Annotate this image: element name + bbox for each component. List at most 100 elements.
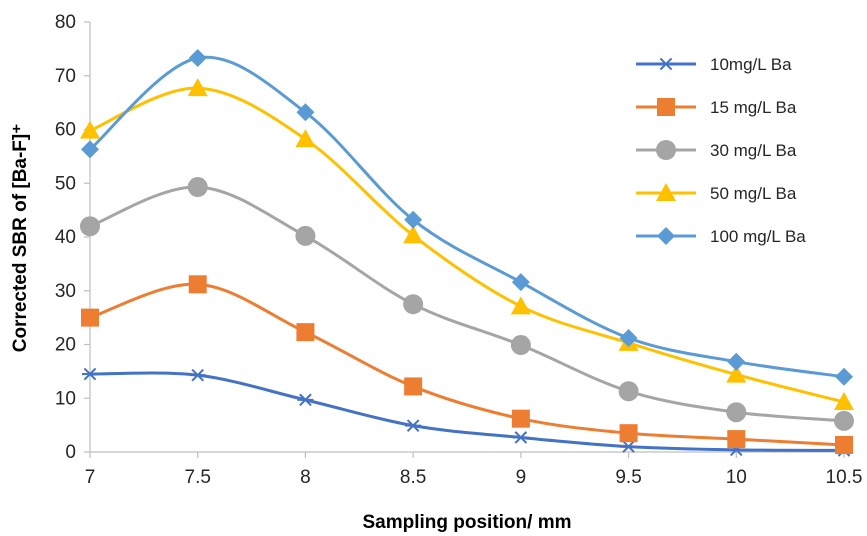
series-markers <box>80 49 854 457</box>
legend-marker <box>656 183 676 201</box>
data-point <box>834 410 854 431</box>
series-line-3 <box>88 185 846 423</box>
marker-stroke <box>406 419 420 432</box>
legend-label: 100 mg/L Ba <box>710 227 806 246</box>
series-lines <box>88 55 846 452</box>
marker-stroke <box>83 367 97 381</box>
y-tick-label: 70 <box>55 66 76 87</box>
y-tick-label: 30 <box>55 281 76 302</box>
marker-triangle <box>403 225 424 244</box>
legend-marker <box>656 140 676 160</box>
data-point <box>727 352 746 371</box>
data-point <box>187 177 208 198</box>
data-point <box>619 424 638 443</box>
y-tick-label: 50 <box>55 173 76 194</box>
marker-diamond <box>619 329 638 348</box>
legend-item: 15 mg/L Ba <box>636 98 797 117</box>
marker-stroke <box>191 368 205 382</box>
marker-square <box>404 377 423 396</box>
data-point <box>82 367 98 381</box>
legend-label: 30 mg/L Ba <box>710 141 797 160</box>
data-point <box>188 49 207 68</box>
marker-triangle <box>656 183 676 201</box>
marker-diamond <box>657 227 675 245</box>
x-axis-title: Sampling position/ mm <box>362 512 571 533</box>
marker-triangle <box>834 392 854 411</box>
data-point <box>405 419 422 432</box>
legend-item: 10mg/L Ba <box>636 55 792 74</box>
marker-diamond <box>404 210 423 229</box>
data-point <box>510 296 531 315</box>
marker-circle <box>656 140 676 160</box>
legend: 10mg/L Ba 15 mg/L Ba 30 mg/L Ba 50 mg/L Ba 1… <box>636 55 806 246</box>
marker-triangle <box>510 296 531 315</box>
data-point <box>726 402 747 423</box>
marker-diamond <box>727 352 746 371</box>
data-point <box>618 381 639 402</box>
x-tick-label: 10.5 <box>826 467 863 488</box>
data-point <box>296 323 315 342</box>
data-point <box>81 308 99 327</box>
x-tick-label: 9.5 <box>615 467 641 488</box>
marker-square <box>81 308 99 327</box>
y-axis-title: Corrected SBR of [Ba-F]⁺ <box>10 124 31 353</box>
legend-marker <box>657 98 675 116</box>
marker-circle <box>618 381 639 402</box>
marker-stroke <box>622 440 635 453</box>
data-point <box>187 78 208 97</box>
marker-square <box>835 436 853 455</box>
data-point <box>295 225 316 246</box>
data-point <box>727 430 746 449</box>
legend-item: 100 mg/L Ba <box>636 227 806 246</box>
y-tick-label: 0 <box>65 442 76 463</box>
marker-triangle <box>80 120 100 139</box>
data-point <box>511 273 530 292</box>
data-point <box>834 392 854 411</box>
marker-stroke <box>299 393 312 407</box>
x-tick-label: 9 <box>516 467 527 488</box>
y-tick-label: 20 <box>55 335 76 356</box>
data-point <box>835 367 853 386</box>
marker-square <box>657 98 675 116</box>
marker-stroke <box>514 431 528 444</box>
legend-label: 10mg/L Ba <box>710 55 792 74</box>
series-line-1 <box>88 371 846 452</box>
y-tick-label: 10 <box>55 388 76 409</box>
data-point <box>295 129 316 148</box>
x-tick-label: 10 <box>726 467 747 488</box>
series-line-4 <box>88 86 846 404</box>
marker-stroke <box>659 57 673 71</box>
legend-label: 15 mg/L Ba <box>710 98 797 117</box>
marker-triangle <box>295 129 316 148</box>
marker-square <box>727 430 746 449</box>
data-point <box>726 364 747 383</box>
x-tick-label: 8.5 <box>400 467 426 488</box>
marker-triangle <box>187 78 208 97</box>
marker-circle <box>726 402 747 423</box>
data-point <box>188 275 207 294</box>
legend-item: 30 mg/L Ba <box>636 140 797 160</box>
legend-label: 50 mg/L Ba <box>710 184 797 203</box>
data-point <box>404 210 423 229</box>
data-point <box>404 377 423 396</box>
marker-diamond <box>188 49 207 68</box>
marker-square <box>511 409 530 428</box>
marker-circle <box>834 410 854 431</box>
data-point <box>835 436 853 455</box>
x-tick-label: 7.5 <box>185 467 211 488</box>
data-point <box>620 440 637 453</box>
marker-circle <box>295 225 316 246</box>
data-point <box>510 335 531 356</box>
legend-marker <box>657 227 675 245</box>
marker-square <box>296 323 315 342</box>
legend-marker <box>658 57 674 71</box>
data-point <box>403 294 424 315</box>
x-tick-label: 8 <box>300 467 311 488</box>
data-point <box>511 409 530 428</box>
y-tick-label: 80 <box>55 12 76 33</box>
marker-circle <box>187 177 208 198</box>
data-point <box>297 393 314 407</box>
y-tick-label: 60 <box>55 120 76 141</box>
